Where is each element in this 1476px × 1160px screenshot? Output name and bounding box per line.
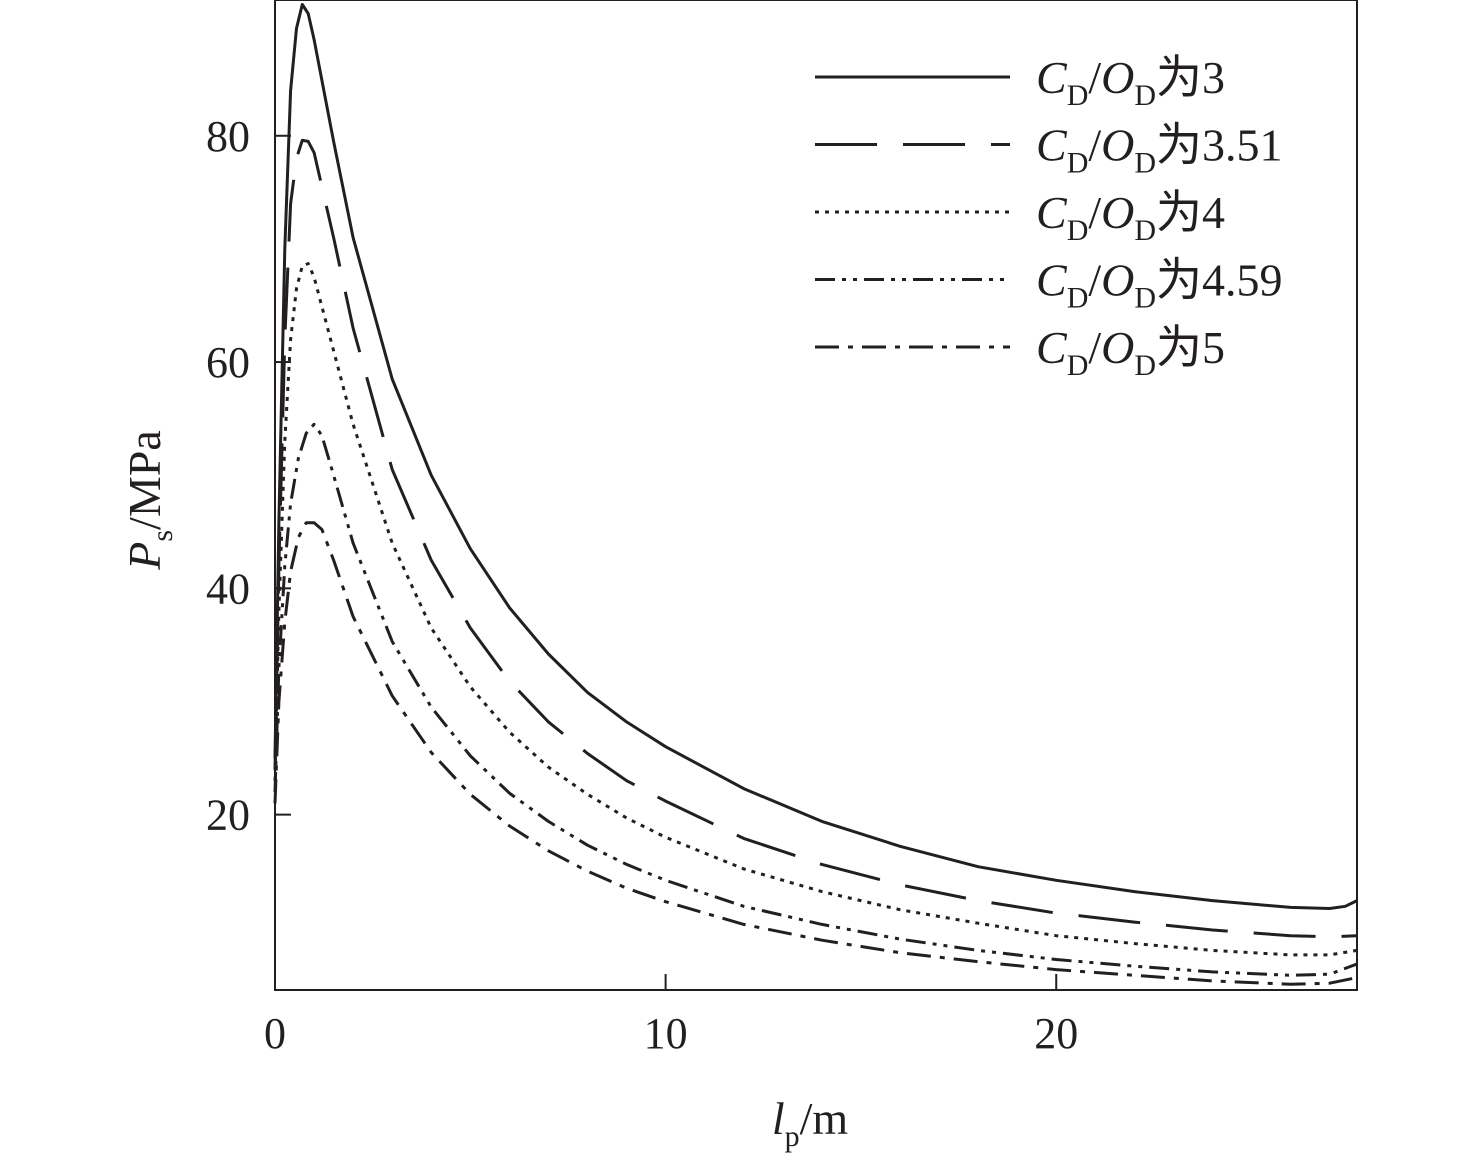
series-layer bbox=[273, 3, 1358, 986]
series-line-4 bbox=[273, 262, 1358, 957]
legend-label: CD/OD为4.59 bbox=[1036, 255, 1283, 315]
series-line-5 bbox=[273, 521, 1358, 986]
x-tick-label: 10 bbox=[644, 1009, 688, 1058]
y-axis-title: Ps/MPa bbox=[119, 430, 179, 570]
y-axis-title-sub: s bbox=[146, 530, 179, 542]
x-tick-label: 0 bbox=[264, 1009, 286, 1058]
x-axis-title-unit: /m bbox=[800, 1093, 849, 1144]
legend-label: CD/OD为5 bbox=[1036, 322, 1225, 382]
y-tick-label: 80 bbox=[206, 112, 250, 161]
x-tick-label: 20 bbox=[1034, 1009, 1078, 1058]
y-axis-title-main: P bbox=[119, 542, 170, 571]
legend-label: CD/OD为3.51 bbox=[1036, 120, 1283, 180]
y-tick-label: 20 bbox=[206, 791, 250, 840]
legend-label: CD/OD为4 bbox=[1036, 187, 1225, 247]
y-tick-label: 40 bbox=[206, 564, 250, 613]
ticks-layer: 0 10 20 20 40 60 80 bbox=[206, 112, 1078, 1058]
legend-label: CD/OD为3 bbox=[1036, 52, 1225, 112]
legend: CD/OD为3 CD/OD为3.51 CD/OD为4 CD/OD为4.59 CD/OD为… bbox=[815, 52, 1283, 382]
x-axis-title: lp/m bbox=[772, 1093, 849, 1153]
x-axis-title-main: l bbox=[772, 1093, 785, 1144]
y-tick-label: 60 bbox=[206, 338, 250, 387]
series-line-3.51 bbox=[273, 138, 1358, 939]
x-axis-title-sub: p bbox=[785, 1120, 800, 1153]
series-line-3 bbox=[273, 3, 1358, 910]
plot-frame bbox=[274, 0, 1358, 991]
y-axis-title-unit: /MPa bbox=[119, 430, 170, 530]
plot-border bbox=[274, 0, 1358, 991]
series-line-4.59 bbox=[273, 422, 1358, 977]
